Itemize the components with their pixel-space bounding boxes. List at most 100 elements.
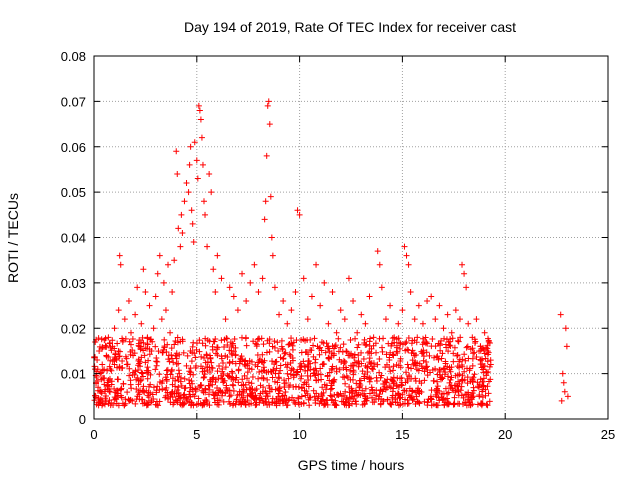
- data-point: [144, 364, 151, 371]
- data-point: [452, 372, 459, 379]
- data-point: [232, 351, 239, 358]
- data-point: [230, 400, 237, 407]
- data-point: [264, 376, 271, 383]
- data-point: [156, 371, 163, 378]
- data-point: [331, 350, 338, 357]
- data-point: [204, 358, 211, 365]
- data-point: [428, 293, 435, 300]
- data-point: [354, 329, 361, 336]
- data-point: [386, 354, 393, 361]
- y-tick-label: 0.02: [61, 321, 86, 336]
- data-point: [165, 356, 172, 363]
- data-point: [258, 358, 265, 365]
- data-point: [204, 352, 211, 359]
- data-point: [248, 380, 255, 387]
- data-point: [266, 388, 273, 395]
- data-point: [142, 359, 149, 366]
- data-point: [292, 288, 299, 295]
- data-point: [459, 261, 466, 268]
- data-point: [405, 372, 412, 379]
- data-point: [138, 320, 145, 327]
- data-point: [445, 401, 452, 408]
- data-point: [190, 239, 197, 246]
- data-point: [440, 325, 447, 332]
- data-point: [239, 270, 246, 277]
- data-point: [432, 391, 439, 398]
- data-point: [312, 365, 319, 372]
- data-point: [208, 189, 215, 196]
- data-point: [376, 261, 383, 268]
- data-point: [146, 351, 153, 358]
- data-point: [441, 335, 448, 342]
- data-point: [412, 389, 419, 396]
- data-point: [484, 345, 491, 352]
- data-point: [186, 376, 193, 383]
- data-point: [264, 401, 271, 408]
- data-point: [129, 369, 136, 376]
- data-point: [279, 393, 286, 400]
- data-point: [165, 394, 172, 401]
- data-point: [354, 344, 361, 351]
- data-point: [422, 334, 429, 341]
- data-point: [153, 362, 160, 369]
- data-point: [218, 337, 225, 344]
- data-point: [451, 394, 458, 401]
- data-point: [562, 325, 569, 332]
- data-point: [220, 360, 227, 367]
- data-point: [212, 335, 219, 342]
- data-point: [290, 384, 297, 391]
- data-point: [347, 336, 354, 343]
- data-point: [401, 400, 408, 407]
- data-point: [101, 381, 108, 388]
- y-tick-label: 0: [79, 412, 86, 427]
- data-point: [357, 382, 364, 389]
- data-point: [268, 234, 275, 241]
- data-point: [410, 361, 417, 368]
- data-point: [221, 343, 228, 350]
- data-point: [366, 390, 373, 397]
- data-point: [277, 362, 284, 369]
- data-point: [210, 391, 217, 398]
- data-point: [266, 121, 273, 128]
- data-point: [373, 349, 380, 356]
- data-point: [189, 343, 196, 350]
- data-point: [281, 380, 288, 387]
- data-point: [437, 347, 444, 354]
- data-point: [152, 366, 159, 373]
- data-point: [113, 364, 120, 371]
- data-point: [394, 349, 401, 356]
- data-point: [421, 377, 428, 384]
- data-point: [416, 360, 423, 367]
- data-point: [295, 401, 302, 408]
- data-point: [107, 366, 114, 373]
- data-point: [144, 375, 151, 382]
- data-point: [199, 402, 206, 409]
- data-point: [154, 383, 161, 390]
- data-point: [426, 352, 433, 359]
- data-point: [179, 229, 186, 236]
- data-point: [171, 257, 178, 264]
- data-point: [188, 358, 195, 365]
- data-point: [98, 376, 105, 383]
- data-point: [106, 385, 113, 392]
- data-point: [125, 298, 132, 305]
- data-point: [382, 386, 389, 393]
- data-point: [161, 336, 168, 343]
- data-point: [428, 395, 435, 402]
- data-point: [357, 377, 364, 384]
- data-point: [187, 143, 194, 150]
- y-tick-label: 0.03: [61, 276, 86, 291]
- data-point: [294, 368, 301, 375]
- data-point: [409, 388, 416, 395]
- data-point: [226, 393, 233, 400]
- data-point: [155, 348, 162, 355]
- data-point: [244, 369, 251, 376]
- data-point: [563, 343, 570, 350]
- data-point: [127, 348, 134, 355]
- data-point: [165, 352, 172, 359]
- data-point: [458, 392, 465, 399]
- data-point: [321, 279, 328, 286]
- data-point: [297, 366, 304, 373]
- data-point: [391, 334, 398, 341]
